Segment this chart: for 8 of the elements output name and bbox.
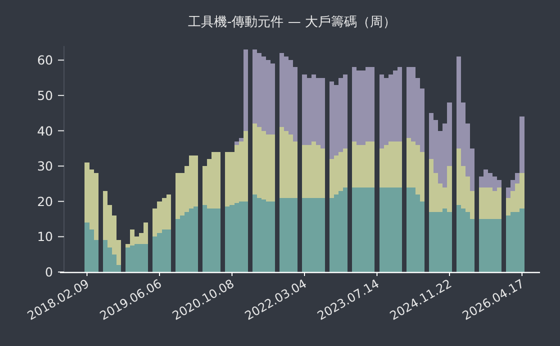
chart-title: 工具機-傳動元件 — 大戶籌碼（周） bbox=[188, 15, 396, 30]
y-tick-label: 30 bbox=[37, 158, 54, 174]
y-tick-label: 0 bbox=[45, 264, 54, 280]
y-tick-label: 10 bbox=[37, 229, 54, 244]
y-tick-label: 60 bbox=[37, 52, 54, 68]
y-tick-label: 20 bbox=[37, 194, 54, 209]
y-tick-label: 50 bbox=[37, 88, 54, 103]
y-tick-label: 40 bbox=[37, 123, 54, 138]
